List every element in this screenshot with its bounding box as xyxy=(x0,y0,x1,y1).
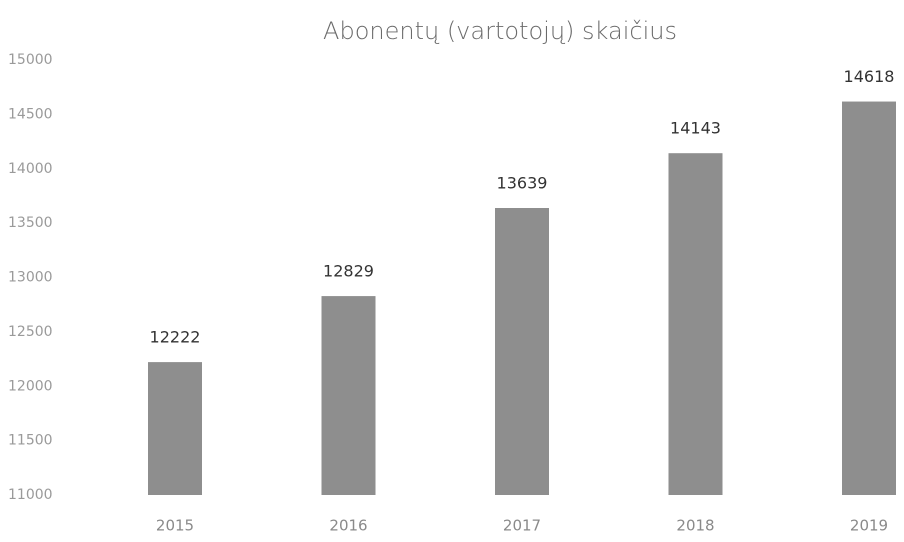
data-label: 14618 xyxy=(844,67,895,86)
bar xyxy=(495,208,549,496)
bar xyxy=(148,362,202,495)
y-tick-label: 14000 xyxy=(8,161,53,177)
x-tick-label: 2017 xyxy=(503,517,541,535)
y-tick-label: 13000 xyxy=(8,270,53,286)
bar xyxy=(668,153,723,496)
y-tick-label: 12000 xyxy=(8,378,53,394)
y-tick-label: 12500 xyxy=(8,324,53,340)
y-tick-label: 15000 xyxy=(8,52,53,68)
x-tick-label: 2019 xyxy=(850,517,888,535)
bar xyxy=(321,296,376,495)
y-tick-label: 13500 xyxy=(8,215,53,231)
chart-title: Abonentų (vartotojų) skaičius xyxy=(323,17,677,45)
x-tick-label: 2016 xyxy=(329,517,367,535)
x-tick-label: 2015 xyxy=(156,517,194,535)
data-label: 12222 xyxy=(150,328,201,347)
data-label: 14143 xyxy=(670,119,721,138)
y-tick-label: 14500 xyxy=(8,106,53,122)
data-label: 12829 xyxy=(323,262,374,281)
y-tick-label: 11500 xyxy=(8,433,53,449)
x-tick-label: 2018 xyxy=(676,517,714,535)
y-tick-label: 11000 xyxy=(8,487,53,503)
bar xyxy=(842,101,896,495)
data-label: 13639 xyxy=(497,174,548,193)
